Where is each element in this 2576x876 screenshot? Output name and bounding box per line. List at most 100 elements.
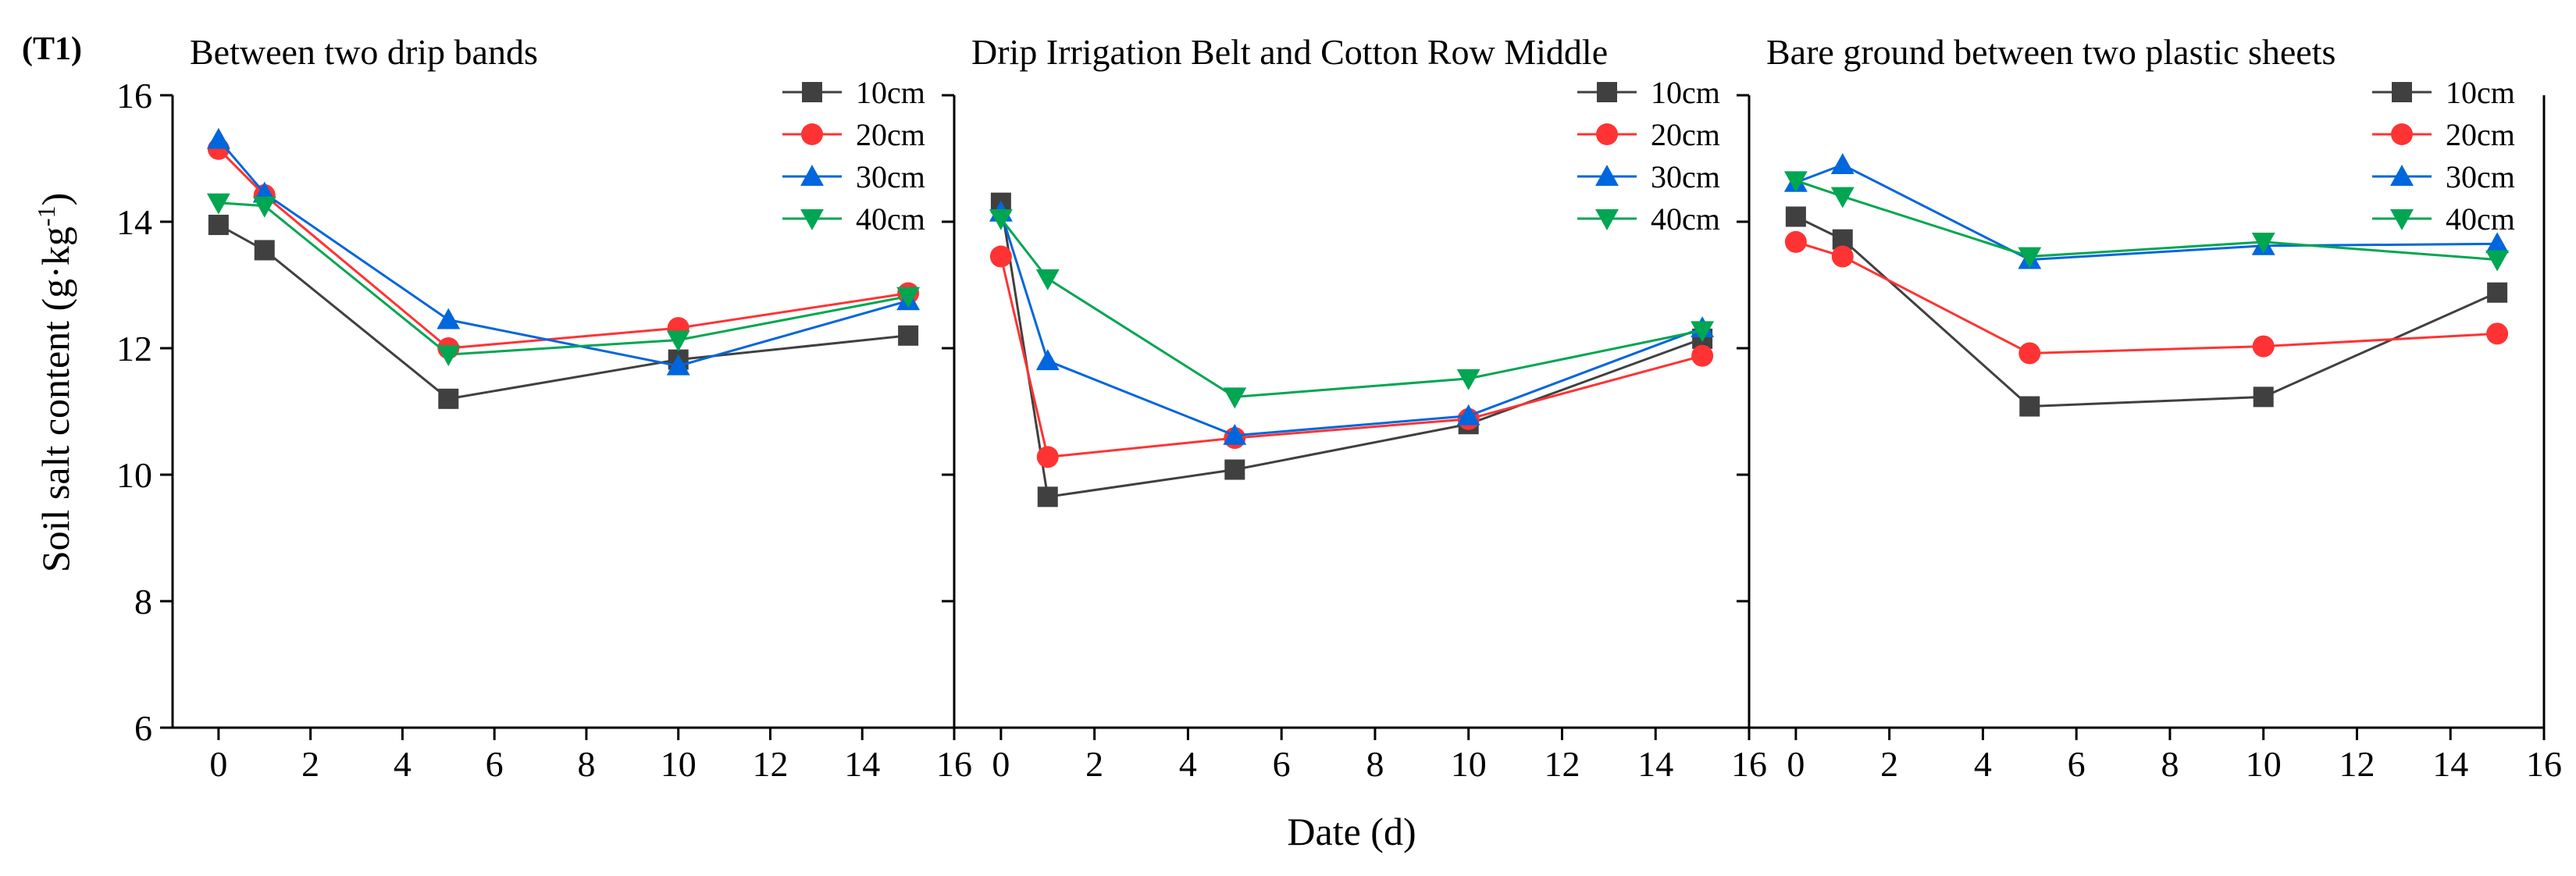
- data-point-40cm: [2018, 247, 2042, 269]
- x-tick-label: 16: [2526, 744, 2562, 784]
- legend: 10cm 20cm 30cm 40cm: [782, 75, 925, 237]
- x-tick-label: 10: [1451, 744, 1487, 784]
- legend-label-40cm: 40cm: [856, 201, 925, 237]
- chart-panel-2: 0 2 4 6 8 10 12 14 16 Drip Irrigation Belt and Co…: [942, 32, 1767, 784]
- x-axis-title: Date (d): [1287, 810, 1416, 853]
- series-line-30cm: [999, 212, 1703, 437]
- data-point-10cm: [1785, 206, 1806, 227]
- x-tick-label: 8: [2161, 744, 2179, 784]
- legend: 10cm 20cm 30cm 40cm: [2372, 75, 2515, 237]
- data-point-40cm: [1035, 269, 1060, 290]
- series-line-40cm: [218, 201, 909, 356]
- data-point-40cm: [436, 345, 461, 367]
- data-point-40cm: [1783, 171, 1808, 193]
- x-tick-label: 14: [2432, 744, 2468, 784]
- legend-marker-20cm: [2391, 123, 2413, 145]
- chart-panel-1: 6 8 10 12 14 16 0 2 4 6 8 10 12 14 16 Between two drip …: [116, 32, 972, 784]
- legend-label-10cm: 10cm: [856, 75, 925, 110]
- data-point-40cm: [666, 330, 690, 352]
- data-point-10cm: [2487, 282, 2508, 303]
- x-tick-label: 0: [992, 744, 1010, 784]
- legend: 10cm 20cm 30cm 40cm: [1577, 75, 1720, 237]
- x-tick-label: 4: [394, 744, 412, 784]
- data-point-40cm: [1456, 369, 1480, 390]
- x-tick-label: 14: [1637, 744, 1673, 784]
- y-tick-label: 8: [134, 582, 152, 621]
- data-point-30cm: [1035, 349, 1060, 371]
- legend-label-40cm: 40cm: [2446, 201, 2515, 237]
- x-tick-label: 16: [1731, 744, 1767, 784]
- data-point-10cm: [1037, 486, 1058, 507]
- x-tick-label: 16: [936, 744, 972, 784]
- series-20cm: [1784, 230, 2509, 365]
- data-point-20cm: [989, 245, 1012, 268]
- legend-marker-10cm: [1597, 82, 1617, 102]
- data-point-10cm: [2019, 396, 2040, 417]
- data-point-10cm: [898, 325, 919, 346]
- data-point-30cm: [2485, 232, 2510, 254]
- data-point-30cm: [1830, 153, 1855, 175]
- data-point-10cm: [208, 215, 229, 236]
- data-point-20cm: [1691, 344, 1714, 367]
- x-tick-label: 0: [1787, 744, 1805, 784]
- data-point-40cm: [252, 196, 276, 218]
- series-40cm: [989, 208, 1715, 409]
- series-line-40cm: [1795, 179, 2498, 262]
- panel-title: Bare ground between two plastic sheets: [1766, 32, 2336, 72]
- legend-marker-20cm: [801, 123, 823, 145]
- x-tick-label: 12: [752, 744, 788, 784]
- series-line-20cm: [999, 256, 1703, 458]
- y-tick-label: 12: [116, 329, 152, 369]
- series-line-40cm: [999, 218, 1703, 398]
- x-tick-label: 8: [577, 744, 595, 784]
- legend-marker-30cm: [2390, 165, 2414, 186]
- x-tick-label: 6: [1273, 744, 1291, 784]
- data-point-20cm: [2486, 322, 2509, 345]
- legend-label-30cm: 30cm: [856, 159, 925, 194]
- x-tick-label: 8: [1366, 744, 1384, 784]
- x-tick-label: 2: [1880, 744, 1898, 784]
- x-tick-label: 12: [2339, 744, 2375, 784]
- panel-title: Drip Irrigation Belt and Cotton Row Midd…: [971, 32, 1608, 72]
- legend-label-10cm: 10cm: [1651, 75, 1720, 110]
- series-10cm: [208, 215, 919, 409]
- x-tick-label: 6: [486, 744, 504, 784]
- data-point-30cm: [206, 127, 230, 149]
- legend-marker-30cm: [800, 165, 824, 186]
- data-point-40cm: [896, 287, 921, 308]
- data-point-30cm: [1456, 404, 1480, 426]
- data-point-40cm: [989, 208, 1013, 230]
- data-point-20cm: [1784, 230, 1807, 253]
- data-point-40cm: [2251, 232, 2275, 254]
- y-tick-label: 10: [116, 455, 152, 495]
- series-line-20cm: [1795, 240, 2498, 354]
- legend-marker-10cm: [2392, 82, 2412, 102]
- data-point-30cm: [436, 308, 461, 329]
- x-tick-label: 10: [2246, 744, 2282, 784]
- legend-label-40cm: 40cm: [1651, 201, 1720, 237]
- x-tick-label: 2: [1085, 744, 1103, 784]
- data-point-20cm: [1036, 446, 1059, 468]
- data-point-40cm: [206, 193, 230, 215]
- data-point-40cm: [2485, 250, 2510, 272]
- x-tick-label: 2: [301, 744, 319, 784]
- y-tick-label: 14: [116, 202, 152, 242]
- data-point-20cm: [2252, 335, 2275, 358]
- data-point-30cm: [1223, 423, 1247, 445]
- x-tick-label: 4: [1179, 744, 1197, 784]
- x-tick-label: 4: [1974, 744, 1992, 784]
- series-20cm: [989, 245, 1714, 468]
- data-point-40cm: [1830, 187, 1855, 208]
- data-point-20cm: [1831, 245, 1854, 268]
- legend-marker-20cm: [1596, 123, 1618, 145]
- data-point-10cm: [438, 388, 459, 409]
- legend-label-20cm: 20cm: [856, 117, 925, 152]
- x-tick-label: 14: [844, 744, 880, 784]
- data-point-10cm: [1224, 459, 1245, 480]
- legend-label-20cm: 20cm: [2446, 117, 2515, 152]
- panel-title: Between two drip bands: [190, 32, 538, 72]
- data-point-10cm: [2253, 386, 2274, 408]
- x-tick-label: 0: [209, 744, 227, 784]
- data-point-40cm: [1691, 321, 1715, 343]
